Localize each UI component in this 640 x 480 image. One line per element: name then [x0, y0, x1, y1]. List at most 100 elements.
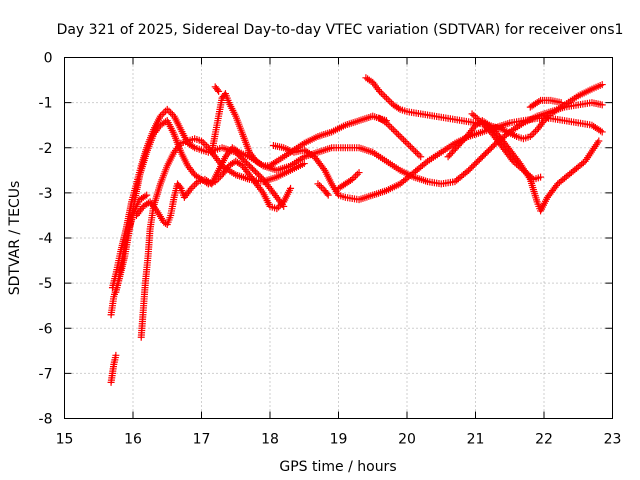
data-point: [484, 147, 492, 155]
data-point: [598, 128, 606, 136]
series-track-11: [335, 169, 363, 192]
data-point: [598, 81, 606, 89]
data-point: [557, 99, 565, 107]
data-point: [168, 110, 176, 118]
data-point: [386, 122, 394, 130]
y-tick-label: -8: [39, 412, 53, 428]
data-point: [386, 97, 394, 105]
data-point: [213, 86, 221, 94]
data-point: [483, 148, 491, 156]
data-point: [323, 190, 331, 198]
data-point: [468, 110, 476, 118]
data-point: [475, 116, 483, 124]
data-point: [526, 172, 534, 180]
data-point: [508, 156, 516, 164]
data-point: [300, 160, 308, 168]
y-tick-label: -6: [39, 321, 53, 337]
x-tick-label: 21: [467, 432, 485, 448]
data-point: [275, 203, 283, 211]
data-point: [579, 159, 587, 167]
data-point: [189, 183, 197, 191]
data-point: [417, 153, 425, 161]
data-point: [447, 150, 455, 158]
data-point: [352, 172, 360, 180]
data-point: [489, 142, 497, 150]
data-point: [525, 171, 533, 179]
data-point: [350, 174, 358, 182]
data-point: [470, 111, 478, 119]
series-track-10: [314, 180, 332, 199]
data-point: [396, 132, 404, 140]
y-tick-label: -7: [39, 366, 53, 382]
data-point: [201, 140, 209, 148]
series-track-7: [208, 90, 390, 170]
data-point: [382, 94, 390, 102]
data-point: [198, 137, 205, 145]
data-point: [408, 144, 416, 152]
data-point: [449, 148, 457, 156]
data-point: [141, 192, 149, 200]
data-point: [483, 124, 491, 132]
y-tick-label: -5: [39, 276, 53, 292]
x-tick-label: 19: [330, 432, 348, 448]
data-point: [477, 117, 485, 125]
data-point: [317, 183, 325, 191]
data-point: [276, 201, 284, 209]
y-tick-label: -4: [39, 231, 53, 247]
data-point: [406, 143, 414, 151]
data-point: [516, 163, 524, 171]
x-tick-label: 18: [261, 432, 279, 448]
data-point: [481, 150, 489, 158]
data-point: [468, 163, 476, 171]
data-point: [401, 138, 409, 146]
data-point: [413, 149, 421, 157]
data-point: [355, 169, 363, 177]
y-tick-label: -1: [39, 96, 53, 112]
data-point: [191, 181, 199, 189]
data-point: [248, 165, 256, 173]
y-tick-label: -2: [39, 141, 53, 157]
data-point: [472, 159, 480, 167]
data-point: [384, 121, 392, 129]
y-tick-label: -3: [39, 186, 53, 202]
x-tick-label: 20: [398, 432, 416, 448]
data-point: [478, 153, 486, 161]
data-point: [241, 157, 249, 165]
x-tick-label: 17: [193, 432, 211, 448]
data-point: [595, 137, 603, 145]
data-point: [518, 165, 526, 173]
data-point: [469, 162, 477, 170]
data-point: [389, 126, 397, 134]
data-point: [324, 191, 332, 199]
data-point: [459, 137, 467, 145]
x-axis-label: GPS time / hours: [279, 459, 396, 475]
data-point: [456, 140, 464, 148]
data-point: [107, 378, 115, 386]
data-point: [187, 184, 195, 192]
data-point: [379, 91, 387, 99]
data-point: [376, 87, 384, 95]
data-point: [412, 148, 420, 156]
data-point: [405, 141, 413, 149]
axis-ticks: 15 16 17 18 19 20 21 22 23 0 -1 -2 -3 -4 -5 -6 -7 -8: [39, 51, 622, 448]
y-axis-label: SDTVAR / TECUs: [7, 181, 23, 296]
data-point: [462, 133, 470, 141]
data-point: [242, 159, 250, 167]
data-point: [471, 160, 479, 168]
data-point: [519, 166, 527, 174]
data-point: [391, 127, 399, 135]
data-point: [189, 143, 197, 151]
data-point: [474, 157, 482, 165]
data-point: [271, 158, 279, 166]
data-point: [460, 135, 468, 143]
data-point: [545, 112, 553, 120]
x-tick-label: 23: [604, 432, 622, 448]
data-point: [348, 175, 356, 183]
data-point: [446, 151, 454, 159]
data-point: [513, 160, 521, 168]
data-point: [514, 162, 522, 170]
data-point: [382, 119, 390, 127]
data-point: [394, 104, 402, 112]
data-point: [250, 166, 258, 174]
